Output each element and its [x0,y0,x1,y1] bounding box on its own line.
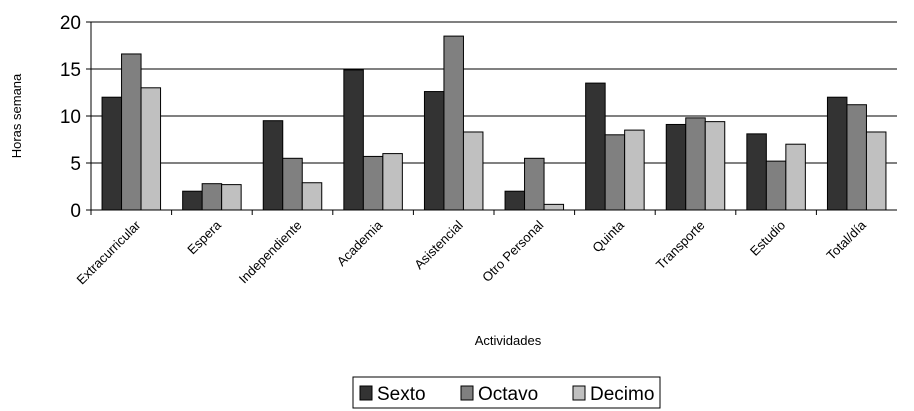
bar-octavo-0 [121,53,142,211]
y-tick-label: 20 [60,13,81,34]
legend-label-sexto: Sexto [377,384,426,405]
x-category-label: Total/día [823,217,869,263]
bar-sexto-2 [262,120,284,211]
y-tick-label: 15 [60,60,81,81]
bar-sexto-3 [343,69,364,211]
x-category-label: Espera [184,217,224,257]
bar-decimo-6 [624,129,645,211]
bar-decimo-7 [704,121,726,211]
legend-swatch-decimo [572,385,586,401]
x-category-labels: Extracurricular Espera Independiente Academ… [74,210,869,287]
y-ticks: 0 5 10 15 20 [60,13,91,222]
bar-octavo-1 [201,183,223,211]
x-category-label: Academia [334,217,386,269]
bar-octavo-9 [846,104,867,211]
legend-swatch-octavo [460,385,474,401]
x-category-label: Asistencial [411,217,466,272]
x-category-label: Transporte [653,218,708,273]
bar-sexto-1 [182,190,203,211]
bar-decimo-5 [543,203,565,211]
x-category-label: Otro Personal [479,217,546,284]
bar-octavo-4 [443,35,464,211]
bar-octavo-2 [282,157,303,211]
bar-sexto-8 [746,133,767,211]
bar-sexto-5 [504,190,526,211]
bar-sexto-0 [101,96,123,211]
bar-decimo-2 [301,182,323,211]
y-axis-title: Horas semana [9,73,24,158]
legend-label-octavo: Octavo [478,384,538,405]
legend-swatch-sexto [359,385,373,401]
bar-decimo-8 [785,143,806,211]
gridlines [91,21,897,164]
bar-sexto-6 [585,82,606,211]
bars [101,35,887,211]
x-category-label: Quinta [589,217,627,255]
x-category-label: Estudio [747,218,788,259]
bar-sexto-4 [423,91,445,211]
bar-octavo-5 [524,157,545,211]
y-tick-label: 5 [70,154,81,175]
bar-octavo-6 [604,134,626,211]
bar-decimo-9 [865,131,887,211]
y-tick-label: 10 [60,107,81,128]
bar-sexto-7 [665,123,687,211]
bar-decimo-1 [221,184,242,211]
bar-sexto-9 [826,96,848,211]
x-category-label: Independiente [236,218,305,287]
y-tick-label: 0 [70,201,81,222]
bar-octavo-3 [362,155,384,211]
bar-decimo-0 [140,87,162,211]
x-axis-title: Actividades [475,333,542,348]
legend-frame [352,376,661,409]
bar-octavo-7 [685,117,706,211]
bar-decimo-3 [382,153,403,211]
legend-label-decimo: Decimo [590,384,654,405]
bar-decimo-4 [462,131,484,211]
legend: Sexto Octavo Decimo [352,376,661,409]
bar-octavo-8 [765,160,787,211]
x-category-label: Extracurricular [74,217,144,287]
